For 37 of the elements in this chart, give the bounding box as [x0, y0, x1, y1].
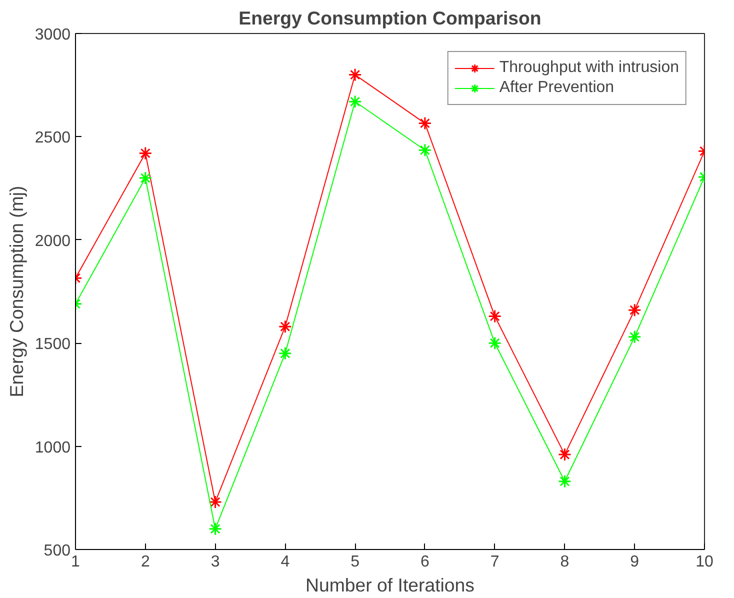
y-tick-label: 1500 — [34, 336, 71, 354]
x-tick-label: 8 — [560, 554, 570, 570]
point — [348, 68, 362, 82]
legend-label: After Prevention — [499, 79, 614, 97]
y-tick-label: 3000 — [34, 26, 71, 44]
point — [208, 522, 222, 536]
y-tick-label: 500 — [44, 542, 71, 560]
y-tick-label: 1000 — [34, 439, 71, 456]
point — [488, 310, 502, 324]
point — [558, 474, 572, 488]
point — [208, 495, 222, 509]
x-tick-label: 10 — [696, 554, 714, 570]
x-tick-label: 6 — [420, 554, 430, 570]
point — [138, 146, 152, 160]
point — [558, 448, 572, 462]
point — [278, 320, 292, 334]
point — [628, 330, 642, 344]
x-tick-label: 3 — [210, 554, 220, 570]
point — [278, 346, 292, 360]
y-tick-label: 2000 — [34, 232, 71, 250]
x-tick-label: 4 — [280, 554, 290, 570]
point — [628, 303, 642, 317]
x-tick-label: 1 — [71, 554, 80, 570]
point — [488, 336, 502, 350]
x-tick-label: 9 — [630, 554, 640, 570]
point — [138, 171, 152, 185]
y-tick-label: 2500 — [34, 130, 71, 147]
x-tick-label: 2 — [140, 554, 150, 570]
x-tick-label: 5 — [350, 554, 360, 570]
chart-title: Energy Consumption Comparison — [238, 8, 542, 28]
x-axis-title: Number of Iterations — [305, 574, 475, 596]
point — [418, 116, 432, 130]
point — [348, 94, 362, 108]
y-axis-title: Energy Consumption (mj) — [6, 186, 27, 398]
legend-label: Throughput with intrusion — [499, 59, 679, 77]
point — [418, 143, 432, 157]
x-tick-label: 7 — [490, 554, 500, 570]
